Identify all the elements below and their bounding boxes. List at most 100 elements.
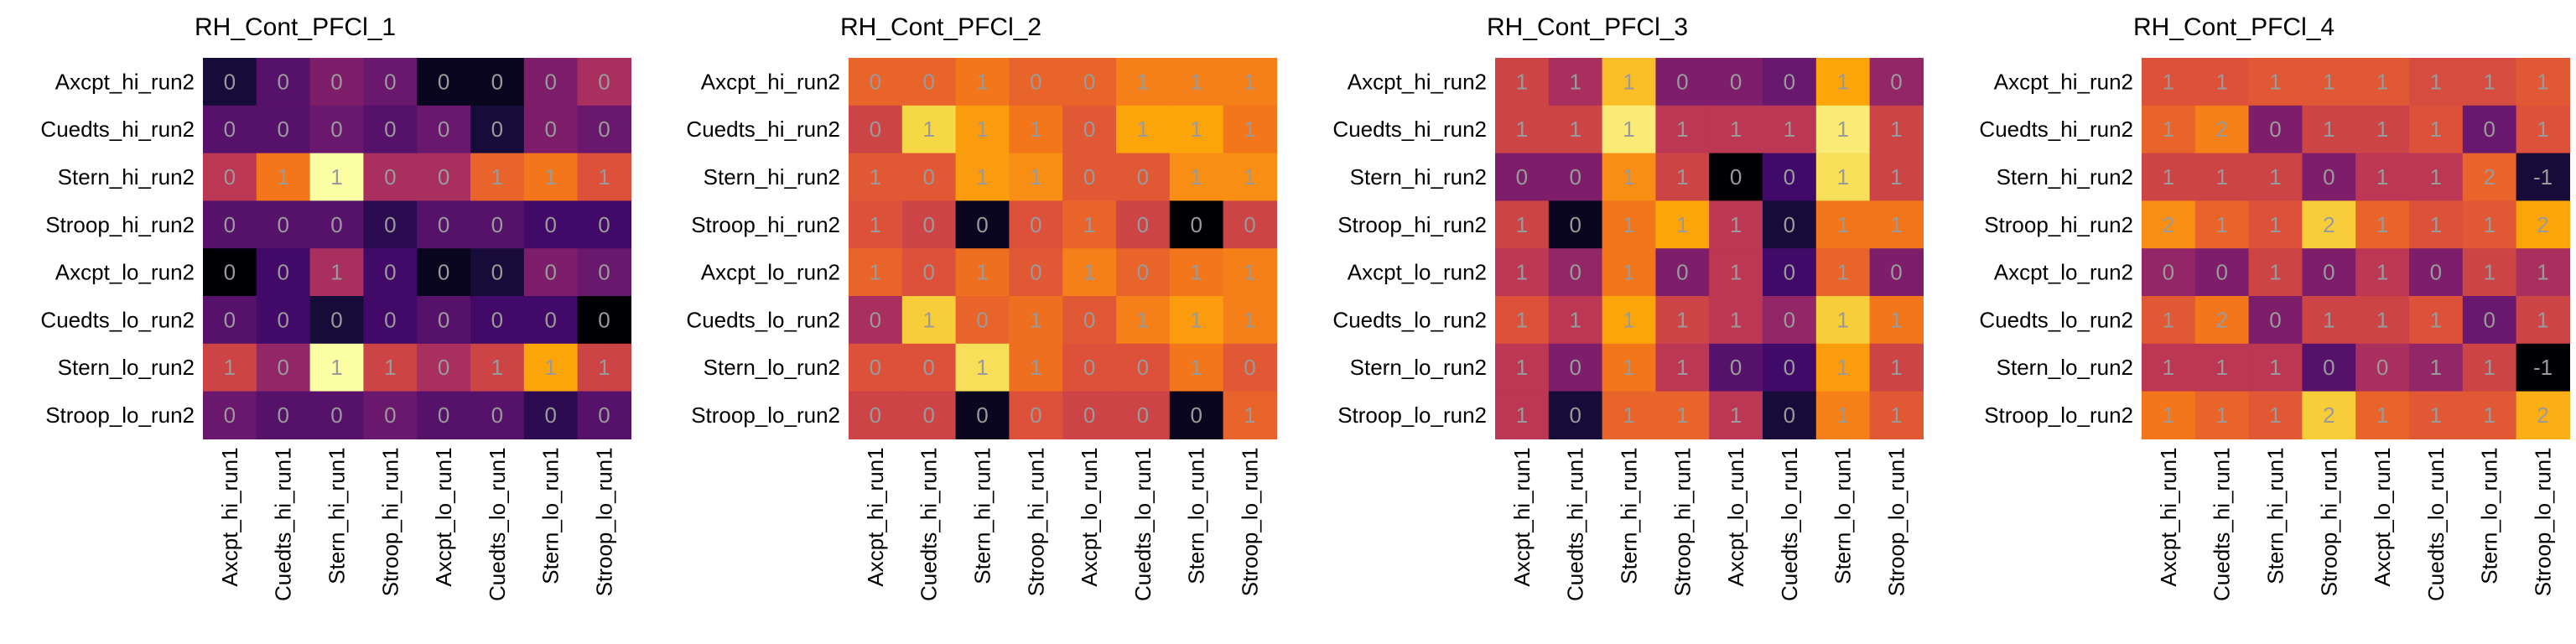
heatmap-cell bbox=[1709, 296, 1763, 345]
cell-value-label: 1 bbox=[870, 164, 881, 190]
cell-value-label: 0 bbox=[330, 69, 342, 94]
row-tick-label: Cuedts_lo_run2 bbox=[1979, 307, 2133, 332]
heatmap-cell bbox=[1495, 153, 1550, 201]
heatmap-cell bbox=[417, 105, 471, 154]
cell-value-label: 2 bbox=[2483, 164, 2495, 190]
column-tick-label: Stroop_lo_run1 bbox=[1884, 447, 1909, 596]
cell-value-label: 0 bbox=[1569, 212, 1581, 237]
cell-value-label: 1 bbox=[1030, 117, 1041, 142]
heatmap-cell bbox=[2302, 105, 2356, 154]
cell-value-label: 1 bbox=[1190, 117, 1202, 142]
heatmap-cell bbox=[1602, 58, 1656, 106]
heatmap-cell bbox=[849, 391, 903, 439]
cell-value-label: 1 bbox=[1137, 307, 1149, 332]
cell-value-label: 1 bbox=[544, 164, 556, 190]
heatmap-cell bbox=[1116, 153, 1171, 201]
cell-value-label: 0 bbox=[544, 212, 556, 237]
cell-value-label: 0 bbox=[1784, 355, 1795, 380]
cell-value-label: 0 bbox=[277, 307, 288, 332]
heatmap-cell bbox=[256, 153, 311, 201]
cell-value-label: 0 bbox=[2376, 355, 2388, 380]
panel-title: RH_Cont_PFCl_2 bbox=[840, 13, 1041, 41]
row-tick-label: Cuedts_hi_run2 bbox=[1979, 117, 2133, 142]
heatmap-cell bbox=[1495, 296, 1550, 345]
heatmap-cell bbox=[1062, 391, 1117, 439]
column-tick-label: Stern_hi_run1 bbox=[970, 447, 995, 584]
heatmap-cell bbox=[2142, 248, 2196, 297]
cell-value-label: 0 bbox=[384, 212, 396, 237]
cell-value-label: 0 bbox=[2483, 307, 2495, 332]
row-tick-label: Cuedts_lo_run2 bbox=[40, 307, 195, 332]
cell-value-label: 0 bbox=[922, 260, 934, 285]
cell-value-label: 2 bbox=[2537, 212, 2548, 237]
heatmap-cell bbox=[1009, 391, 1063, 439]
cell-value-label: 1 bbox=[1890, 117, 1902, 142]
cell-value-label: 0 bbox=[598, 69, 610, 94]
heatmap-cell bbox=[1062, 58, 1117, 106]
heatmap-cell bbox=[2302, 296, 2356, 345]
cell-value-label: 0 bbox=[1890, 69, 1902, 94]
heatmap-cell bbox=[2409, 296, 2464, 345]
heatmap-cell bbox=[1869, 248, 1924, 297]
cell-value-label: 0 bbox=[438, 117, 449, 142]
cell-value-label: 1 bbox=[330, 355, 342, 380]
heatmap-cell bbox=[901, 153, 957, 201]
heatmap-cell bbox=[1169, 248, 1224, 297]
cell-value-label: 0 bbox=[922, 212, 934, 237]
heatmap-cell bbox=[417, 153, 471, 201]
heatmap-cell bbox=[2248, 248, 2303, 297]
heatmap-cell bbox=[1223, 343, 1277, 392]
heatmap-cell bbox=[1815, 248, 1871, 297]
cell-value-label: -1 bbox=[2533, 355, 2553, 380]
heatmap-cell bbox=[363, 391, 418, 439]
heatmap-cell bbox=[1869, 391, 1924, 439]
heatmap-cell bbox=[2248, 58, 2303, 106]
cell-value-label: 1 bbox=[2430, 212, 2442, 237]
heatmap-cell bbox=[1009, 248, 1063, 297]
heatmap-cell bbox=[1548, 296, 1603, 345]
heatmap-cell bbox=[2194, 343, 2250, 392]
cell-value-label: 0 bbox=[1137, 355, 1149, 380]
cell-value-label: 1 bbox=[976, 117, 988, 142]
row-tick-label: Stern_lo_run2 bbox=[704, 355, 840, 380]
heatmap-cell bbox=[901, 248, 957, 297]
column-tick-label: Stroop_lo_run1 bbox=[2531, 447, 2556, 596]
cell-value-label: 1 bbox=[544, 355, 556, 380]
heatmap-cell bbox=[2409, 105, 2464, 154]
cell-value-label: 1 bbox=[384, 355, 396, 380]
heatmap-cell bbox=[2355, 391, 2410, 439]
cell-value-label: 1 bbox=[2483, 212, 2495, 237]
heatmap-cell bbox=[1062, 153, 1117, 201]
cell-value-label: 0 bbox=[438, 260, 449, 285]
cell-value-label: 0 bbox=[1730, 164, 1742, 190]
cell-value-label: 0 bbox=[438, 355, 449, 380]
column-tick-label: Stern_hi_run1 bbox=[2263, 447, 2288, 584]
heatmap-cell bbox=[309, 105, 364, 154]
heatmap-cell bbox=[1548, 200, 1603, 249]
heatmap-cell bbox=[2248, 153, 2303, 201]
cell-value-label: 1 bbox=[1190, 307, 1202, 332]
cell-value-label: 0 bbox=[1137, 260, 1149, 285]
cell-value-label: 1 bbox=[1244, 117, 1255, 142]
cell-value-label: 0 bbox=[2323, 355, 2334, 380]
cell-value-label: 1 bbox=[922, 307, 934, 332]
cell-value-label: 1 bbox=[1190, 260, 1202, 285]
cell-value-label: 2 bbox=[2215, 307, 2227, 332]
cell-value-label: 0 bbox=[976, 402, 988, 428]
heatmap-cell bbox=[523, 248, 579, 297]
cell-value-label: 0 bbox=[1083, 402, 1095, 428]
heatmap-cell bbox=[849, 343, 903, 392]
cell-value-label: 1 bbox=[1623, 307, 1634, 332]
heatmap-cell bbox=[1869, 343, 1924, 392]
cell-value-label: 0 bbox=[330, 402, 342, 428]
heatmap-cell bbox=[2142, 58, 2196, 106]
cell-value-label: 0 bbox=[1030, 402, 1041, 428]
cell-value-label: 1 bbox=[1676, 307, 1688, 332]
cell-value-label: 0 bbox=[2323, 260, 2334, 285]
heatmap-cell bbox=[256, 105, 311, 154]
cell-value-label: 1 bbox=[1623, 117, 1634, 142]
cell-value-label: 0 bbox=[277, 402, 288, 428]
heatmap-cell bbox=[523, 296, 579, 345]
column-tick-label: Axcpt_hi_run1 bbox=[217, 447, 242, 586]
